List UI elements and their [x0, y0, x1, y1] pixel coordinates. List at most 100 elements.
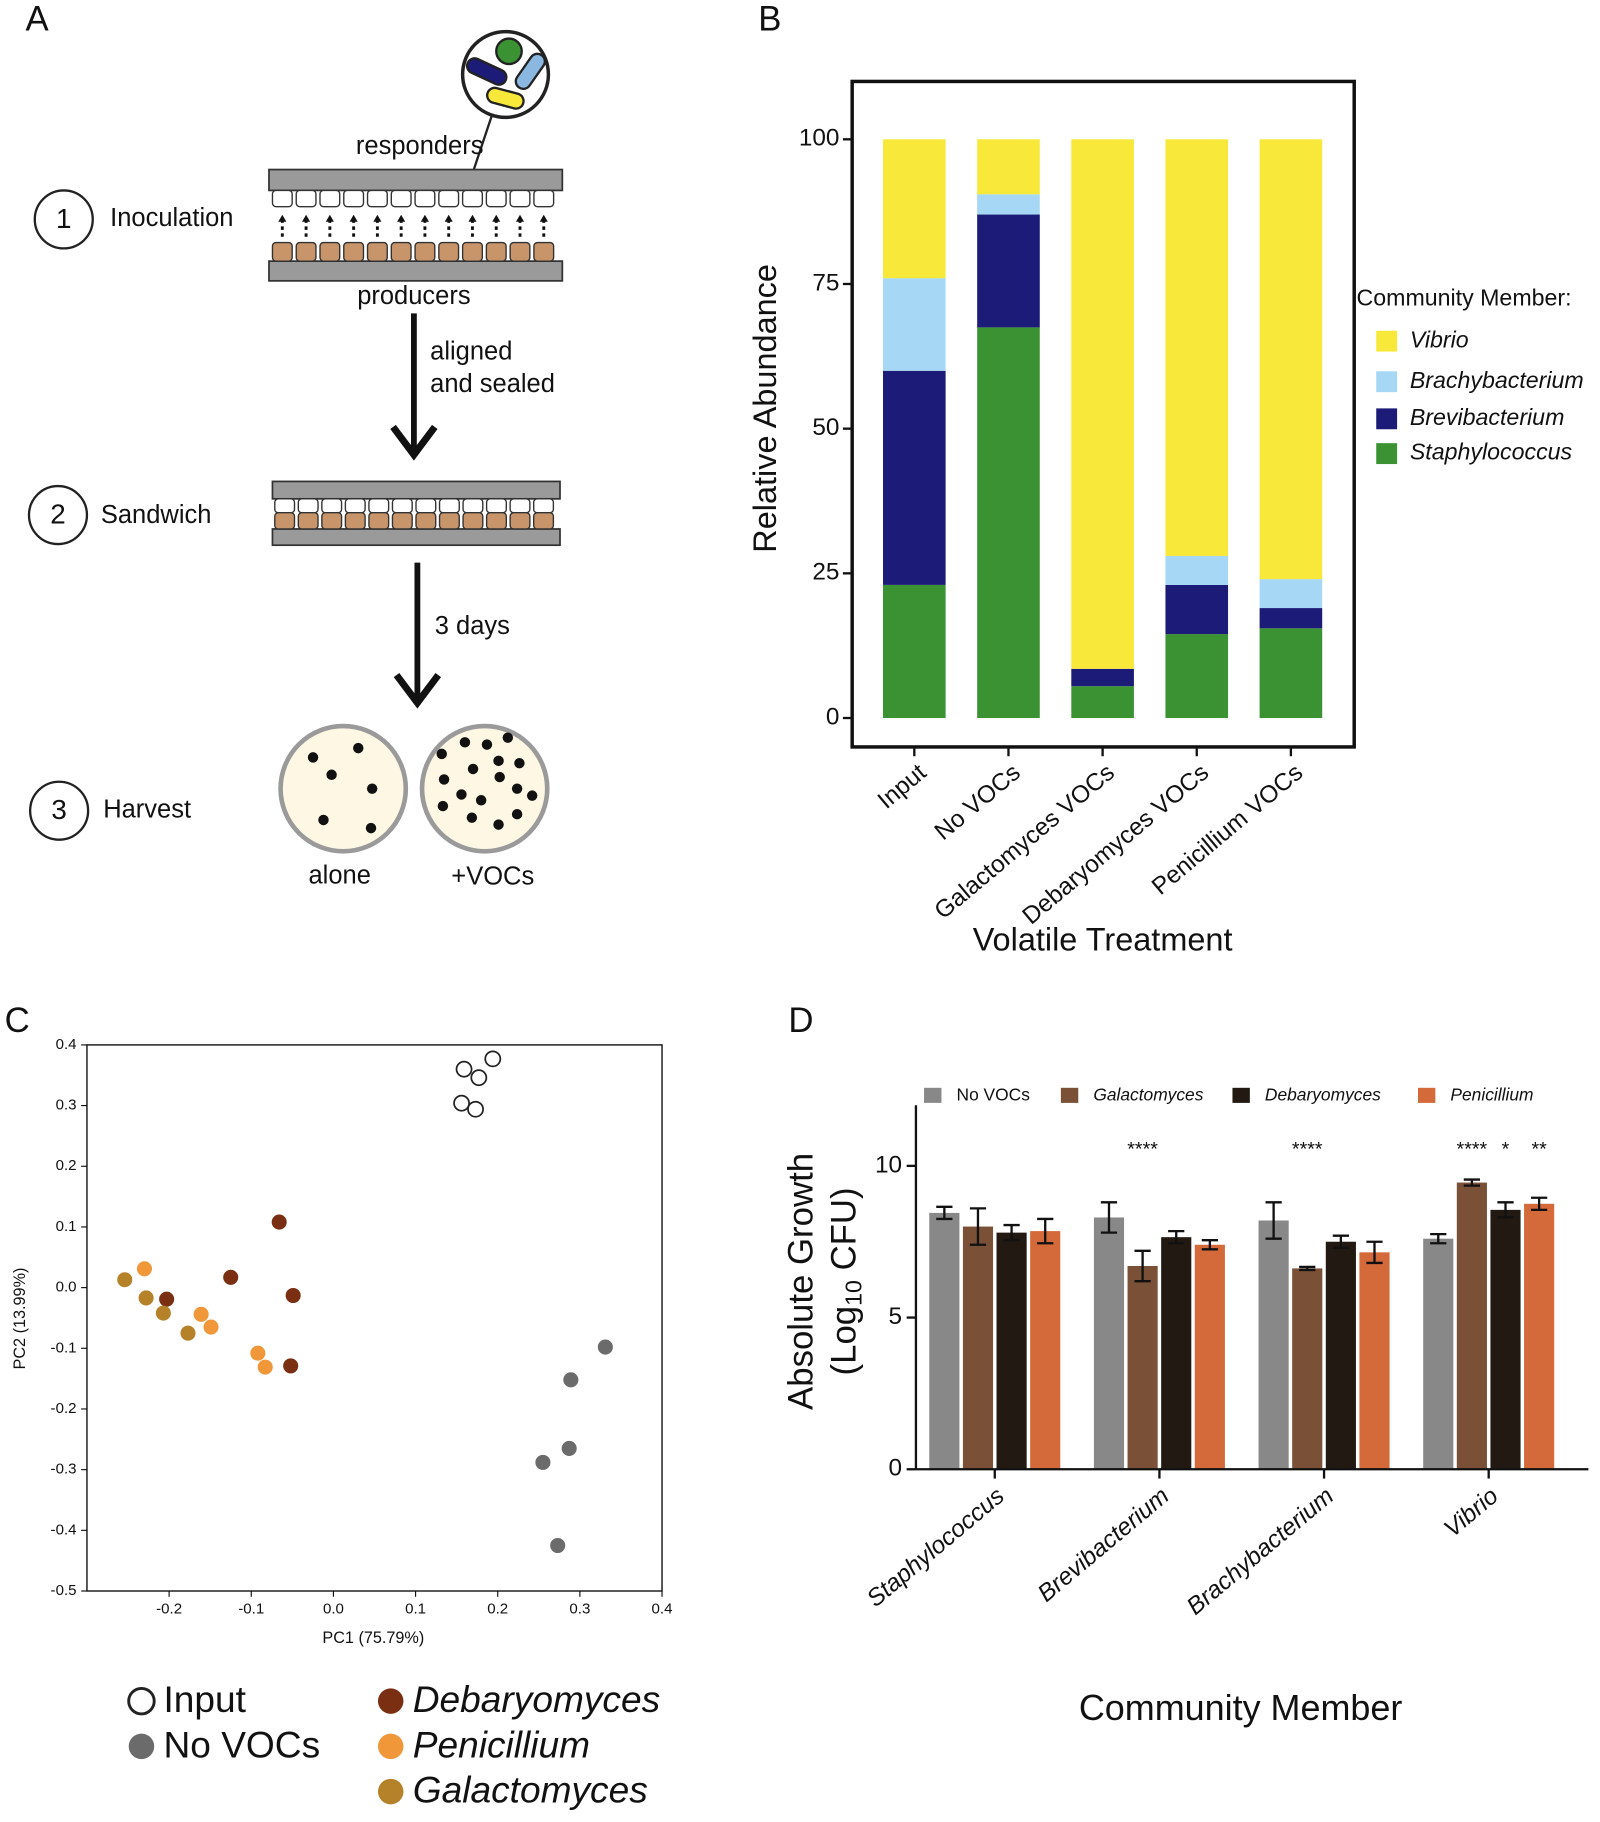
arrow-tip [468, 214, 477, 222]
x-tick-label: 0.0 [323, 1601, 344, 1618]
y-tick-label: -0.2 [51, 1400, 77, 1417]
legend-swatch [1232, 1087, 1250, 1103]
arrow-tip [539, 214, 548, 222]
cell [486, 86, 525, 110]
colony [493, 755, 504, 767]
dish-label: +VOCs [451, 863, 534, 891]
legend-label: Penicillium [1450, 1085, 1533, 1105]
arrow-tip [397, 214, 406, 222]
x-tick-label: -0.2 [156, 1601, 182, 1618]
y-axis-label: Relative Abundance [747, 264, 783, 553]
plot-frame [850, 79, 1356, 749]
significance: **** [1127, 1139, 1158, 1161]
bar-segment [1165, 584, 1229, 635]
y-tick-label: 25 [812, 559, 839, 586]
well [295, 189, 317, 208]
step-name: Inoculation [110, 204, 233, 232]
plate-body [268, 260, 564, 282]
arrow-head [393, 672, 442, 709]
well [414, 241, 436, 262]
well [415, 512, 437, 530]
arrow-tip [515, 214, 525, 222]
point [484, 1050, 502, 1068]
colony [511, 783, 523, 794]
y-tick-label: -0.4 [51, 1521, 77, 1538]
y-axis-label-part: (Log [826, 1306, 864, 1376]
x-tick-label: Staphylococcus [862, 1482, 1010, 1612]
well [462, 498, 484, 514]
well [509, 241, 531, 262]
label: responders [356, 132, 484, 160]
bar [1127, 1265, 1158, 1470]
y-tick-label: 50 [812, 414, 839, 441]
bar [929, 1212, 960, 1470]
well [391, 512, 413, 530]
bar-segment [1165, 555, 1229, 585]
x-axis-label: Community Member [1079, 1687, 1403, 1728]
step-name: Sandwich [101, 501, 212, 529]
point [271, 1214, 287, 1230]
colony [466, 812, 478, 823]
bar [962, 1226, 994, 1470]
well [461, 241, 484, 262]
significance: ** [1531, 1139, 1547, 1161]
plate [268, 241, 564, 282]
well [414, 189, 436, 208]
step-number: 2 [50, 499, 65, 530]
y-tick-label: 0 [888, 1455, 902, 1482]
legend-label: Staphylococcus [1410, 439, 1573, 465]
x-tick-label: No VOCs [930, 759, 1026, 846]
well [274, 498, 296, 514]
y-axis-label-part: CFU) [826, 1187, 864, 1280]
point [453, 1094, 470, 1112]
y-tick-label: 0.1 [56, 1218, 77, 1235]
y-tick-label: 0.3 [56, 1097, 77, 1114]
y-axis-label: Absolute Growth [783, 1153, 821, 1410]
well [366, 241, 388, 262]
y-axis-label: (Log10 CFU) [826, 1187, 867, 1375]
step-name: Harvest [103, 795, 191, 823]
bar-segment [1071, 668, 1134, 687]
bar-segment [883, 139, 946, 279]
cell [465, 57, 508, 86]
point [138, 1290, 154, 1306]
y-tick-label: 75 [812, 269, 839, 296]
step-number: 3 [51, 794, 66, 825]
well [321, 512, 343, 530]
well [297, 512, 319, 530]
arrow-tip [278, 214, 287, 222]
label: producers [357, 282, 470, 310]
bar-segment [1259, 628, 1323, 719]
x-axis-label: PC1 (75.79%) [322, 1629, 424, 1647]
bar-segment [883, 370, 946, 585]
well [391, 498, 413, 514]
bar-segment [977, 194, 1040, 215]
cell [495, 37, 523, 66]
well [415, 498, 437, 514]
bar [1524, 1203, 1555, 1470]
bar [1161, 1237, 1192, 1470]
colony [318, 814, 329, 826]
well [319, 189, 341, 208]
error-bar [1100, 1201, 1118, 1234]
x-tick-label: 0.4 [652, 1601, 673, 1618]
legend-swatch [924, 1087, 942, 1103]
legend-label: Input [163, 1678, 246, 1720]
y-tick-label: 5 [888, 1303, 902, 1330]
well [461, 189, 484, 208]
error-bar [1497, 1201, 1514, 1219]
sandwich-plate [271, 480, 561, 547]
legend-swatch [1060, 1087, 1079, 1103]
point [455, 1060, 473, 1078]
petri-dish [419, 723, 550, 854]
well [533, 241, 555, 262]
legend-label: No VOCs [957, 1085, 1031, 1105]
point [136, 1261, 152, 1277]
error-bar [969, 1207, 987, 1246]
error-bar [1463, 1178, 1480, 1187]
transfer-arrows [278, 214, 548, 237]
y-tick-label: 0.4 [56, 1036, 77, 1053]
point [470, 1069, 488, 1087]
legend-swatch [1376, 371, 1398, 393]
